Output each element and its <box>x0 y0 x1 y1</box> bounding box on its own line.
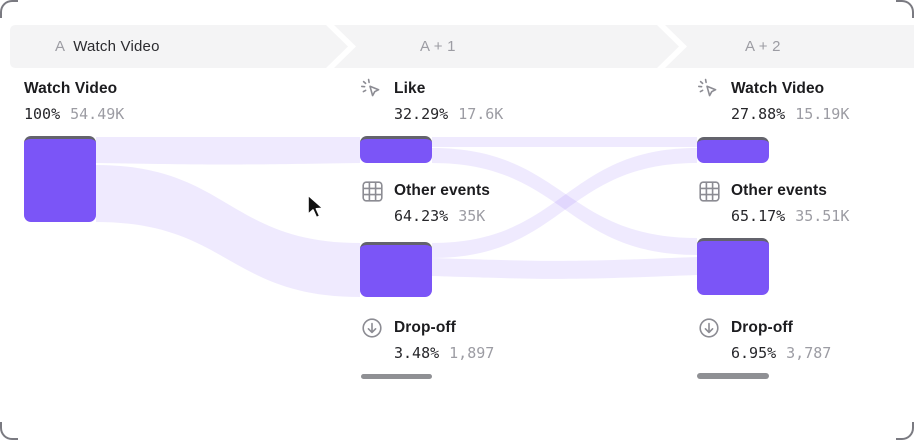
node-title: Watch Video <box>24 80 118 97</box>
flow-like-to-watch[interactable] <box>432 137 697 147</box>
step-header-band <box>10 25 914 68</box>
flow-watch-to-other[interactable] <box>96 165 360 297</box>
node-other-events-step-a2[interactable] <box>697 238 769 295</box>
node-percent: 64.23% <box>394 207 449 225</box>
node-watch-video-step-a[interactable] <box>24 136 96 222</box>
node-title: Other events <box>394 182 490 199</box>
drop-off-icon <box>699 318 719 338</box>
grid-icon <box>362 181 383 202</box>
node-count: 3,787 <box>786 344 832 362</box>
step-segment-a2[interactable] <box>665 25 914 68</box>
flow-like-to-other[interactable] <box>432 148 697 255</box>
window-corner <box>896 422 914 440</box>
step-prefix: A <box>55 38 66 55</box>
step-label-a1: A + 1 <box>420 38 456 55</box>
window-corner <box>896 0 914 18</box>
node-label-drop-off-a2[interactable]: Drop-off 6.95% 3,787 <box>697 316 831 364</box>
step-event-name: Watch Video <box>73 38 160 55</box>
node-percent: 27.88% <box>731 105 786 123</box>
window-corner <box>0 0 18 18</box>
node-percent: 65.17% <box>731 207 786 225</box>
node-percent: 100% <box>24 105 61 123</box>
node-watch-video-step-a2[interactable] <box>697 137 769 163</box>
node-count: 35.51K <box>795 207 850 225</box>
step-segment-a1[interactable] <box>334 25 679 68</box>
flow-other-to-other[interactable] <box>432 257 697 279</box>
node-label-other-events-a2[interactable]: Other events 65.17% 35.51K <box>697 179 849 227</box>
node-label-like[interactable]: Like 32.29% 17.6K <box>360 77 503 125</box>
node-title: Watch Video <box>731 80 825 97</box>
click-icon <box>361 78 380 97</box>
node-count: 15.19K <box>795 105 850 123</box>
node-count: 1,897 <box>449 344 495 362</box>
flow-other-to-watch[interactable] <box>432 148 697 258</box>
drop-off-icon <box>362 318 382 338</box>
step-label-a2: A + 2 <box>745 38 781 55</box>
node-label-watch-video-a[interactable]: Watch Video 100% 54.49K <box>24 77 124 125</box>
mouse-cursor <box>307 194 324 219</box>
node-count: 17.6K <box>458 105 504 123</box>
node-percent: 32.29% <box>394 105 449 123</box>
node-other-events-step-a1[interactable] <box>360 242 432 297</box>
node-label-drop-off-a1[interactable]: Drop-off 3.48% 1,897 <box>360 316 494 364</box>
node-label-other-events-a1[interactable]: Other events 64.23% 35K <box>360 179 490 227</box>
window-corner <box>0 422 18 440</box>
node-title: Like <box>394 80 426 97</box>
node-label-watch-video-a2[interactable]: Watch Video 27.88% 15.19K <box>697 77 849 125</box>
node-title: Drop-off <box>731 319 793 336</box>
node-count: 35K <box>458 207 486 225</box>
grid-icon <box>699 181 720 202</box>
flow-watch-to-like[interactable] <box>96 137 360 165</box>
node-like-step-a1[interactable] <box>360 136 432 163</box>
node-percent: 3.48% <box>394 344 440 362</box>
node-count: 54.49K <box>70 105 125 123</box>
node-title: Other events <box>731 182 827 199</box>
drop-off-bar-step-a2[interactable] <box>697 373 769 379</box>
step-segment-a[interactable] <box>10 25 348 68</box>
node-title: Drop-off <box>394 319 456 336</box>
drop-off-bar-step-a1[interactable] <box>361 374 432 379</box>
node-percent: 6.95% <box>731 344 777 362</box>
click-icon <box>698 78 717 97</box>
step-label-a: A Watch Video <box>55 25 160 68</box>
